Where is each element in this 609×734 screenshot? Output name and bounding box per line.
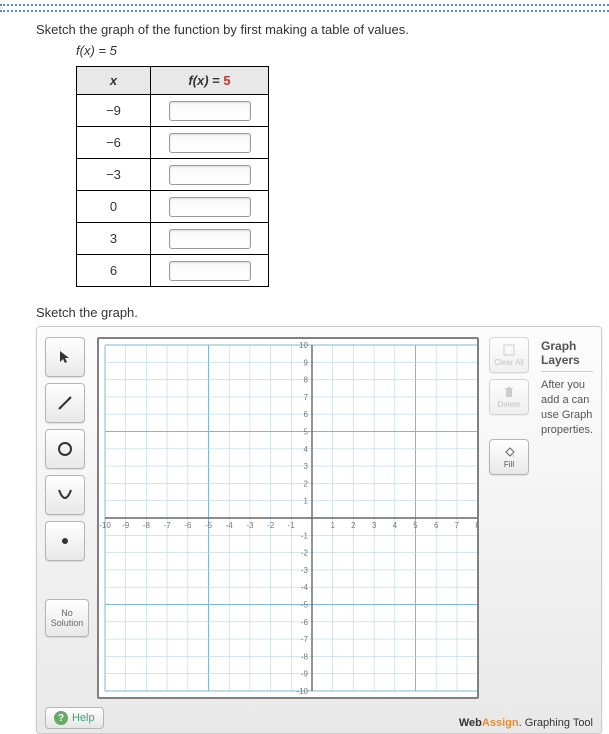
svg-text:-7: -7: [164, 521, 172, 530]
svg-text:-5: -5: [301, 601, 309, 610]
graph-layers-panel: Graph Layers After you add a can use Gra…: [537, 337, 593, 699]
svg-text:9: 9: [304, 358, 309, 367]
line-tool-button[interactable]: [45, 383, 85, 423]
svg-text:8: 8: [304, 376, 309, 385]
table-row: 0: [77, 191, 269, 223]
svg-text:7: 7: [304, 393, 309, 402]
table-row: 3: [77, 223, 269, 255]
sketch-label: Sketch the graph.: [36, 305, 609, 320]
svg-text:5: 5: [413, 521, 418, 530]
table-header-fx: f(x) = 5: [151, 67, 269, 95]
svg-text:4: 4: [393, 521, 398, 530]
pointer-tool-button[interactable]: [45, 337, 85, 377]
x-value: −9: [77, 95, 151, 127]
svg-text:-1: -1: [288, 521, 296, 530]
svg-text:3: 3: [304, 462, 309, 471]
fx-input[interactable]: [169, 261, 251, 281]
clear-all-button[interactable]: Clear All: [489, 337, 529, 373]
footer-brand: WebAssign. Graphing Tool: [459, 717, 593, 729]
svg-text:1: 1: [304, 497, 309, 506]
no-solution-button[interactable]: No Solution: [45, 599, 89, 637]
svg-text:7: 7: [455, 521, 460, 530]
help-icon: ?: [54, 711, 68, 725]
fx-cell: [151, 95, 269, 127]
svg-text:-10: -10: [296, 687, 308, 696]
svg-text:-9: -9: [122, 521, 130, 530]
svg-text:-2: -2: [301, 549, 309, 558]
table-row: 6: [77, 255, 269, 287]
fx-cell: [151, 127, 269, 159]
graph-layers-text: After you add a can use Graph properties…: [541, 378, 593, 438]
function-display: f(x) = 5: [76, 43, 609, 58]
svg-text:2: 2: [304, 479, 309, 488]
x-value: 0: [77, 191, 151, 223]
svg-text:-10: -10: [99, 521, 111, 530]
svg-text:-6: -6: [301, 618, 309, 627]
x-value: 3: [77, 223, 151, 255]
graphing-tool: No Solution -10 -9 -8 -7 -6 -5 -4 -3 -2 -1 1 2 3 4 5 6 7…: [36, 326, 602, 734]
delete-button[interactable]: Delete: [489, 379, 529, 415]
tool-column-right: Clear All Delete Fill: [489, 337, 529, 699]
fx-input[interactable]: [169, 165, 251, 185]
svg-text:5: 5: [304, 428, 309, 437]
svg-text:-4: -4: [226, 521, 234, 530]
svg-text:-4: -4: [301, 583, 309, 592]
svg-text:4: 4: [304, 445, 309, 454]
values-table: x f(x) = 5 −9−6−3036: [76, 66, 269, 287]
table-row: −6: [77, 127, 269, 159]
svg-text:-3: -3: [301, 566, 309, 575]
fx-cell: [151, 191, 269, 223]
svg-text:10: 10: [299, 341, 308, 350]
table-row: −3: [77, 159, 269, 191]
svg-text:1: 1: [330, 521, 335, 530]
tool-column-left: No Solution: [45, 337, 89, 699]
svg-text:-8: -8: [143, 521, 151, 530]
fx-input[interactable]: [169, 101, 251, 121]
fx-input[interactable]: [169, 197, 251, 217]
x-value: −6: [77, 127, 151, 159]
graph-layers-title: Graph Layers: [541, 339, 593, 372]
x-value: −3: [77, 159, 151, 191]
help-button[interactable]: ? Help: [45, 707, 104, 729]
table-row: −9: [77, 95, 269, 127]
svg-text:3: 3: [372, 521, 377, 530]
table-header-x: x: [77, 67, 151, 95]
svg-text:-3: -3: [246, 521, 254, 530]
svg-text:-5: -5: [205, 521, 213, 530]
svg-text:6: 6: [434, 521, 439, 530]
question-prompt: Sketch the graph of the function by firs…: [36, 22, 609, 37]
svg-text:6: 6: [304, 410, 309, 419]
svg-text:-1: -1: [301, 531, 309, 540]
fx-input[interactable]: [169, 133, 251, 153]
svg-text:2: 2: [351, 521, 356, 530]
svg-text:-2: -2: [267, 521, 275, 530]
circle-tool-button[interactable]: [45, 429, 85, 469]
fill-button[interactable]: Fill: [489, 439, 529, 475]
fx-cell: [151, 159, 269, 191]
fx-cell: [151, 223, 269, 255]
svg-text:-6: -6: [184, 521, 192, 530]
graph-canvas[interactable]: -10 -9 -8 -7 -6 -5 -4 -3 -2 -1 1 2 3 4 5 6 7 8 9 10 -10 -9 -8 -…: [97, 337, 479, 699]
svg-text:-8: -8: [301, 652, 309, 661]
svg-text:8: 8: [475, 521, 479, 530]
fx-input[interactable]: [169, 229, 251, 249]
parabola-tool-button[interactable]: [45, 475, 85, 515]
fx-cell: [151, 255, 269, 287]
point-tool-button[interactable]: [45, 521, 85, 561]
svg-text:-7: -7: [301, 635, 309, 644]
x-value: 6: [77, 255, 151, 287]
svg-text:-9: -9: [301, 670, 309, 679]
